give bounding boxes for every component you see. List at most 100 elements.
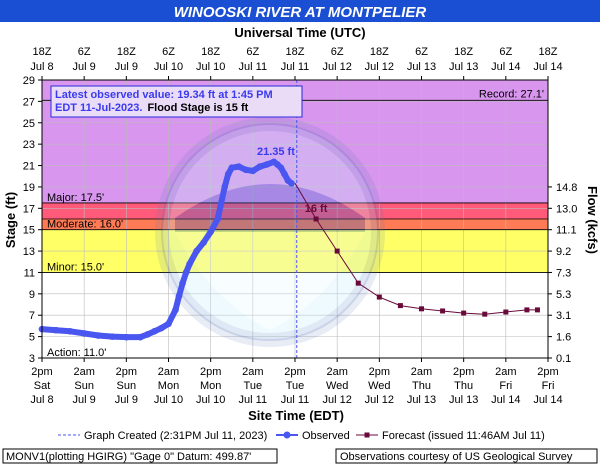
observed-point — [249, 167, 257, 175]
observed-point — [207, 228, 214, 236]
observed-point — [242, 166, 250, 174]
bottom-tick-time: 2am — [242, 366, 263, 378]
y2-tick-label: 9.2 — [556, 246, 571, 258]
bottom-tick-day: Fri — [499, 380, 512, 392]
top-tick-date: Jul 14 — [491, 61, 520, 73]
y-tick-label: 17 — [23, 203, 35, 215]
footer-right: Observations courtesy of US Geological S… — [340, 451, 573, 463]
observed-point — [217, 199, 225, 207]
bottom-tick-time: 2am — [73, 366, 94, 378]
top-tick-date: Jul 12 — [322, 61, 351, 73]
y-tick-label: 15 — [23, 225, 35, 237]
noaa-watermark — [155, 117, 385, 347]
legend-forecast-label: Forecast (issued 11:46AM Jul 11) — [382, 430, 545, 442]
top-tick-date: Jul 8 — [30, 61, 53, 73]
observed-point — [224, 170, 232, 178]
top-axis-title: Universal Time (UTC) — [234, 25, 365, 40]
top-axis: 18Z Jul 8 6Z Jul 9 18Z Jul 9 6Z Jul 10 18Z Jul 10… — [30, 46, 563, 80]
observed-point — [66, 327, 74, 335]
forecast-point — [355, 280, 361, 286]
observed-point — [108, 333, 116, 340]
footer-right-box — [335, 448, 598, 464]
y2-tick-label: 14.8 — [556, 182, 577, 194]
top-tick-date: Jul 10 — [154, 61, 183, 73]
annotations: 21.35 ft 16 ft — [257, 146, 328, 215]
observed-point — [228, 164, 236, 171]
flood-band-labels: Record: 27.1' Major: 17.5' Moderate: 16.0'… — [47, 88, 544, 359]
right-axis: 0.1 1.6 3.1 5.3 7.3 9.2 11.1 13.0 14.8 — [548, 182, 577, 365]
bottom-tick-time: 2am — [495, 366, 516, 378]
observed-point — [288, 179, 295, 187]
annotation-1: 16 ft — [305, 203, 328, 215]
bottom-tick-time: 2pm — [284, 366, 305, 378]
y-tick-label: 7 — [29, 310, 35, 322]
bottom-tick-date: Jul 13 — [449, 394, 478, 406]
top-tick-date: Jul 12 — [365, 61, 394, 73]
bottom-tick-date: Jul 14 — [533, 394, 562, 406]
top-tick-time: 6Z — [162, 46, 175, 58]
bottom-tick-day: Tue — [286, 380, 305, 392]
y2-tick-label: 13.0 — [556, 203, 577, 215]
observed-point — [256, 163, 264, 170]
legend-observed-marker — [283, 431, 291, 439]
y-tick-label: 3 — [29, 353, 35, 365]
bottom-tick-day: Fri — [542, 380, 555, 392]
top-tick-time: 6Z — [331, 46, 344, 58]
y-tick-label: 5 — [29, 332, 35, 344]
observed-point — [158, 324, 165, 332]
bottom-tick-time: 2pm — [537, 366, 558, 378]
observed-point — [52, 326, 60, 334]
forecast-point — [524, 307, 530, 313]
observed-point — [94, 332, 102, 339]
title-bar — [0, 0, 600, 22]
info-flood-stage: Flood Stage is 15 ft — [147, 102, 248, 114]
bottom-tick-date: Jul 11 — [239, 394, 268, 406]
y2-tick-label: 7.3 — [556, 267, 571, 279]
y-tick-label: 27 — [23, 96, 35, 108]
observed-point — [277, 164, 285, 171]
y2-tick-label: 11.1 — [556, 225, 577, 237]
observed-point — [193, 247, 200, 255]
top-tick-time: 6Z — [415, 46, 428, 58]
annotation-0: 21.35 ft — [257, 146, 295, 158]
observed-point — [221, 183, 229, 191]
forecast-point — [376, 294, 382, 300]
bottom-tick-time: 2pm — [31, 366, 52, 378]
forecast-point — [503, 309, 509, 315]
bottom-tick-date: Jul 13 — [407, 394, 436, 406]
y2-tick-label: 3.1 — [556, 310, 571, 322]
bottom-tick-time: 2am — [326, 366, 347, 378]
forecast-point — [397, 303, 403, 309]
top-tick-date: Jul 13 — [407, 61, 436, 73]
bottom-tick-time: 2am — [158, 366, 179, 378]
bottom-tick-day: Mon — [158, 380, 179, 392]
top-tick-time: 18Z — [286, 46, 305, 58]
bottom-tick-day: Sun — [117, 380, 137, 392]
observed-point — [123, 333, 130, 341]
y-tick-label: 25 — [23, 118, 35, 130]
bottom-tick-date: Jul 14 — [491, 394, 520, 406]
y2-tick-label: 5.3 — [556, 289, 571, 301]
y2-tick-label: 0.1 — [556, 353, 571, 365]
footer-left: MONV1(plotting HGIRG) "Gage 0" Datum: 49… — [6, 451, 251, 463]
top-tick-time: 18Z — [201, 46, 220, 58]
forecast-point — [313, 216, 319, 222]
legend-forecast-marker — [364, 432, 370, 438]
y-tick-label: 11 — [24, 267, 35, 279]
y-tick-label: 13 — [23, 246, 35, 258]
bottom-tick-time: 2pm — [200, 366, 221, 378]
y2-tick-label: 1.6 — [556, 332, 571, 344]
forecast-point — [419, 306, 424, 312]
bottom-tick-day: Sun — [74, 380, 94, 392]
top-tick-date: Jul 9 — [73, 61, 96, 73]
top-tick-date: Jul 11 — [281, 61, 310, 73]
bottom-tick-time: 2pm — [116, 366, 137, 378]
bottom-tick-day: Thu — [412, 380, 431, 392]
observed-point — [263, 161, 271, 168]
band-label-record: Record: 27.1' — [479, 88, 544, 100]
bottom-tick-date: Jul 9 — [73, 394, 96, 406]
top-tick-time: 18Z — [33, 46, 52, 58]
top-tick-time: 18Z — [370, 46, 389, 58]
bottom-tick-day: Sat — [34, 380, 51, 392]
